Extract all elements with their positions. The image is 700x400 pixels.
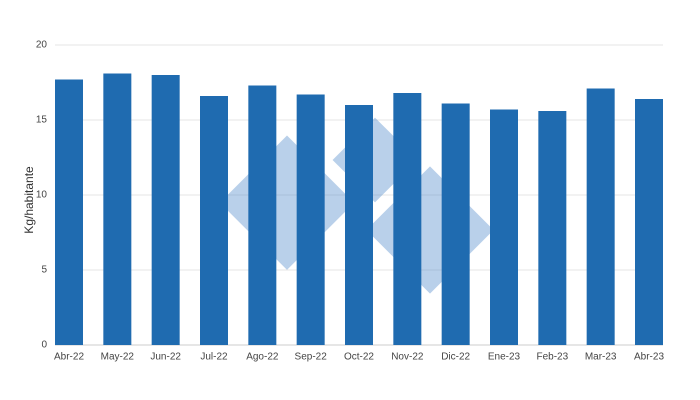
bar bbox=[635, 99, 663, 345]
bar bbox=[151, 75, 180, 345]
y-axis-label: Kg/habitante bbox=[22, 166, 36, 234]
bar bbox=[55, 79, 83, 345]
x-tick-label: Oct-22 bbox=[344, 352, 374, 363]
bar bbox=[103, 73, 132, 345]
x-tick-label: Mar-23 bbox=[585, 352, 617, 363]
y-tick-label: 15 bbox=[36, 115, 48, 126]
x-tick-label: Ene-23 bbox=[488, 352, 521, 363]
bar bbox=[586, 88, 615, 345]
x-tick-label: Sep-22 bbox=[295, 352, 328, 363]
y-tick-label: 0 bbox=[41, 340, 47, 351]
x-tick-label: May-22 bbox=[101, 352, 135, 363]
x-tick-label: Feb-23 bbox=[536, 352, 568, 363]
y-tick-label: 20 bbox=[36, 40, 48, 51]
x-tick-label: Abr-23 bbox=[634, 352, 664, 363]
bar bbox=[248, 85, 277, 345]
bar bbox=[345, 105, 373, 345]
bar bbox=[393, 93, 422, 345]
x-tick-label: Nov-22 bbox=[391, 352, 424, 363]
bar bbox=[441, 103, 470, 345]
x-tick-label: Abr-22 bbox=[54, 352, 84, 363]
bar bbox=[200, 96, 228, 345]
x-tick-label: Jul-22 bbox=[200, 352, 228, 363]
bar bbox=[490, 109, 518, 345]
x-tick-label: Dic-22 bbox=[441, 352, 470, 363]
watermark-diamond bbox=[219, 135, 355, 270]
bar bbox=[296, 94, 325, 345]
y-tick-label: 10 bbox=[36, 190, 48, 201]
bar bbox=[538, 111, 567, 345]
x-tick-label: Ago-22 bbox=[246, 352, 279, 363]
x-tick-label: Jun-22 bbox=[150, 352, 181, 363]
y-tick-label: 5 bbox=[41, 265, 47, 276]
